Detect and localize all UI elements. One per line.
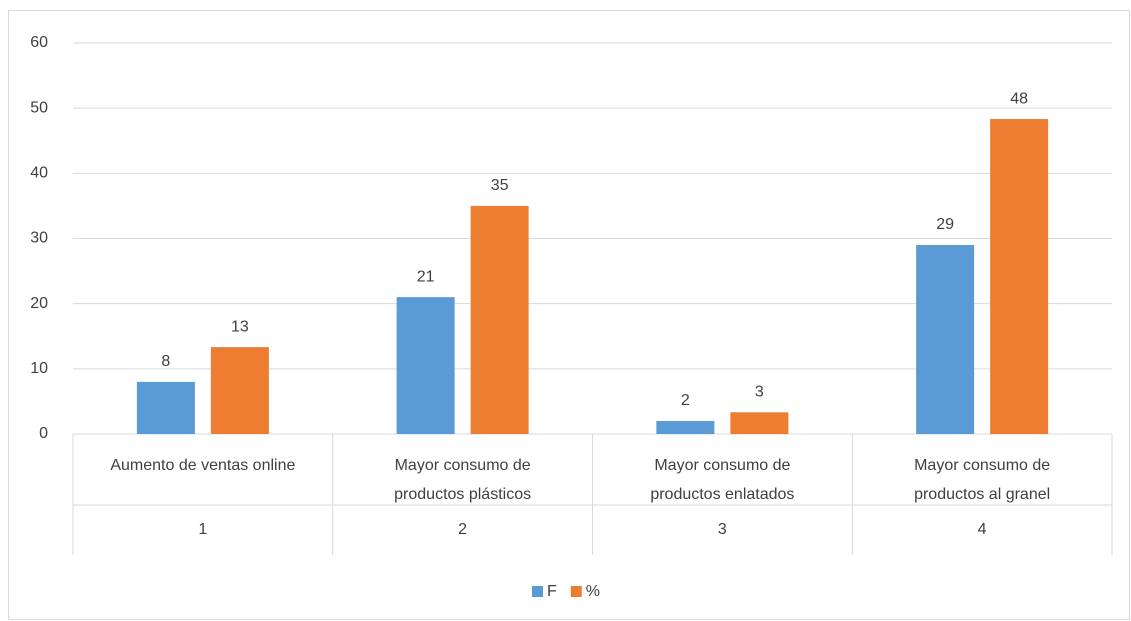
x-tick-label: Mayor consumo de productos al granel <box>914 457 1050 503</box>
x-group-label: 2 <box>458 521 467 538</box>
data-label: 2 <box>681 392 690 409</box>
y-tick-label: 30 <box>30 230 48 247</box>
bar <box>470 205 529 434</box>
y-tick-label: 0 <box>39 425 48 442</box>
bar <box>210 347 269 434</box>
data-label: 21 <box>417 268 435 285</box>
data-label: 29 <box>936 216 954 233</box>
bar <box>916 245 975 434</box>
x-tick-label: Aumento de ventas online <box>110 457 295 474</box>
y-tick-label: 60 <box>30 34 48 51</box>
data-label: 3 <box>755 384 764 401</box>
y-tick-label: 20 <box>30 295 48 312</box>
data-label: 35 <box>491 177 509 194</box>
legend: F% <box>531 583 600 600</box>
y-tick-label: 10 <box>30 360 48 377</box>
data-label: 8 <box>161 353 170 370</box>
legend-label: % <box>586 583 600 600</box>
bar <box>396 297 455 434</box>
x-tick-label: Mayor consumo de productos enlatados <box>650 457 794 503</box>
bar <box>136 381 195 434</box>
y-tick-label: 40 <box>30 165 48 182</box>
legend-swatch <box>570 586 582 597</box>
legend-swatch <box>531 586 543 597</box>
x-tick-label: Mayor consumo de productos plásticos <box>394 457 531 503</box>
legend-label: F <box>547 583 557 600</box>
x-group-label: 4 <box>978 521 987 538</box>
bar <box>656 420 715 434</box>
x-group-label: 1 <box>198 521 207 538</box>
data-label: 13 <box>231 318 249 335</box>
y-tick-label: 50 <box>30 99 48 116</box>
data-label: 48 <box>1010 90 1028 107</box>
bar <box>730 412 789 434</box>
x-group-label: 3 <box>718 521 727 538</box>
bar <box>990 119 1049 434</box>
